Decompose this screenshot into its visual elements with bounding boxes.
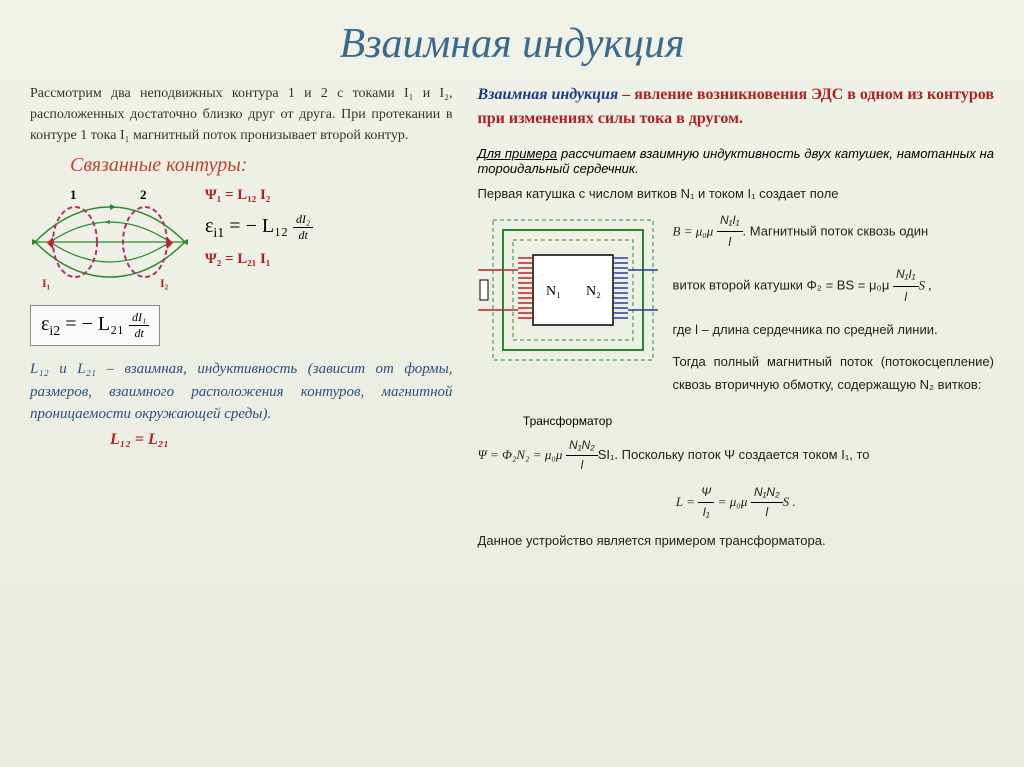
transformer-block: N₁ N₂ Трансформатор [478,210,658,428]
formula-l-full: L = ΨI₁ = μ₀μ N₁N₂lS . [478,483,994,522]
formula-stack: Ψ₁ = L₁₂ I₂ εi1 = − L₁₂ dI₂dt Ψ₂ = L₂₁ I… [205,187,313,268]
formula-psi1: Ψ₁ = L₁₂ I₂ [205,187,313,204]
coupled-circuit-diagram: 1 2 I₁ I₂ [30,187,190,297]
right-formulas: B = μ₀μ N₁I₁l. Магнитный поток сквозь од… [673,210,994,397]
right-column: Взаимная индукция – явление возникновени… [478,83,994,551]
conclusion: Данное устройство является примером тран… [478,531,994,552]
svg-text:N₂: N₂ [586,284,601,299]
coupled-circuits-block: 1 2 I₁ I₂ Ψ₁ = L₁₂ I₂ εi1 = − L₁₂ dI₂dt … [30,187,453,297]
main-columns: Рассмотрим два неподвижных контура 1 и 2… [30,83,994,551]
then-full: Тогда полный магнитный поток (потокосцеп… [673,350,994,397]
formula-phi: виток второй катушки Φ₂ = BS = μ₀μ N₁I₁l… [673,264,994,308]
svg-text:I₁: I₁ [42,276,51,290]
formula-psi2: Ψ₂ = L₂₁ I₁ [205,251,313,268]
formula-emf2: εi2 = − L₂₁ dI₁dt [30,305,160,346]
svg-text:I₂: I₂ [160,276,169,290]
svg-text:1: 1 [70,187,77,202]
svg-text:2: 2 [140,187,147,202]
formula-psi-full: Ψ = Φ₂N₂ = μ₀μ N₁N₂lSI₁. Поскольку поток… [478,436,994,475]
svg-text:N₁: N₁ [546,284,561,299]
example-line1: Первая катушка с числом витков N₁ и токо… [478,184,994,205]
bottom-formulas: Ψ = Φ₂N₂ = μ₀μ N₁N₂lSI₁. Поскольку поток… [478,436,994,552]
section-header: Связанные контуры: [70,154,453,177]
l-equality: L₁₂ = L₂₁ [110,431,453,449]
formula-emf2-wrapper: εi2 = − L₂₁ dI₁dt [30,305,453,346]
transformer-diagram: N₁ N₂ [478,210,658,410]
explanation-text: L₁₂ и L₂₁ – взаимная, индуктивность (зав… [30,358,453,426]
where-l: где l – длина сердечника по средней лини… [673,318,994,341]
left-column: Рассмотрим два неподвижных контура 1 и 2… [30,83,453,551]
example-row: N₁ N₂ Трансформатор B = μ₀μ N₁I₁l. Магни… [478,210,994,428]
transformer-label: Трансформатор [478,414,658,428]
formula-b: B = μ₀μ N₁I₁l. Магнитный поток сквозь од… [673,210,994,254]
page-title: Взаимная индукция [30,20,994,68]
intro-paragraph: Рассмотрим два неподвижных контура 1 и 2… [30,83,453,146]
example-intro: Для примера рассчитаем взаимную индуктив… [478,146,994,176]
definition-term: Взаимная индукция [478,86,619,103]
definition: Взаимная индукция – явление возникновени… [478,83,994,131]
formula-emf1: εi1 = − L₁₂ dI₂dt [205,212,313,243]
